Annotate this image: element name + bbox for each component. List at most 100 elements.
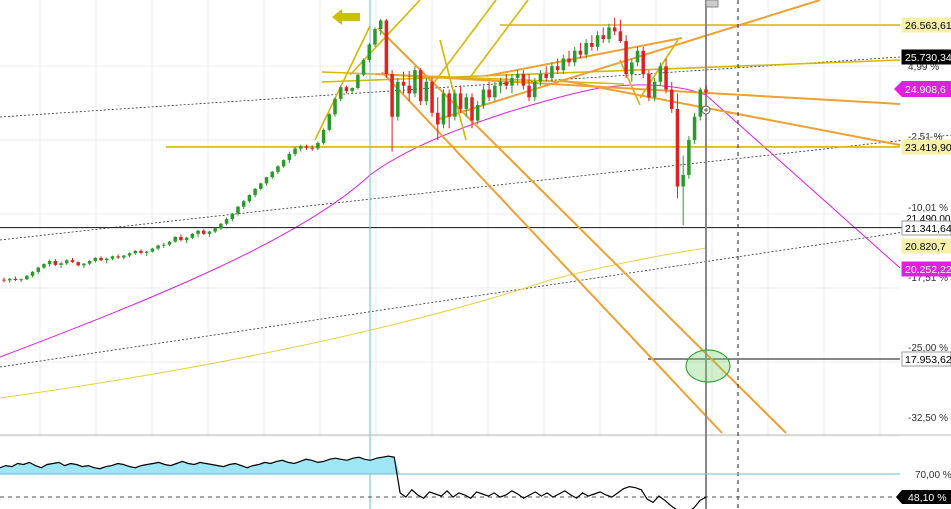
candle-body bbox=[30, 271, 35, 276]
candle-body bbox=[344, 87, 349, 92]
percent-tick-label: -2,51 % bbox=[908, 132, 943, 143]
trendline-yellow bbox=[429, 0, 497, 89]
candle-body bbox=[213, 228, 217, 232]
overlay-markers bbox=[332, 9, 731, 383]
candle-body bbox=[327, 114, 332, 130]
candle-body bbox=[236, 206, 240, 214]
trendline-orange bbox=[381, 71, 723, 434]
price-tag-label: 17.953,62 bbox=[905, 354, 951, 366]
candle-body bbox=[316, 143, 320, 149]
trendline-orange bbox=[485, 37, 683, 77]
candle-body bbox=[704, 89, 708, 93]
candle-body bbox=[299, 146, 303, 149]
candle-body bbox=[681, 174, 685, 187]
candle-body bbox=[13, 278, 18, 281]
candle-body bbox=[82, 263, 86, 266]
price-tag-label: 26.563,61 bbox=[905, 20, 951, 32]
trendline-yellow bbox=[619, 59, 641, 106]
candle-body bbox=[162, 244, 166, 246]
left-arrow-icon bbox=[332, 9, 360, 25]
candle-body bbox=[116, 256, 120, 258]
price-tag-label: 20.820,7 bbox=[905, 241, 946, 253]
candle-body bbox=[624, 41, 628, 75]
candle-body bbox=[190, 233, 195, 238]
candle-body bbox=[36, 267, 40, 272]
candle-body bbox=[555, 66, 560, 71]
candle-body bbox=[230, 213, 235, 220]
candle-body bbox=[652, 81, 657, 98]
candle-body bbox=[641, 50, 645, 75]
candle-body bbox=[533, 81, 537, 98]
candle-body bbox=[110, 256, 115, 259]
candle-body bbox=[281, 160, 286, 167]
candle-body bbox=[618, 31, 623, 42]
candle-body bbox=[572, 50, 577, 63]
candle-body bbox=[453, 93, 457, 117]
candle-body bbox=[253, 188, 257, 196]
channel-dotted-line bbox=[0, 224, 951, 368]
candle-body bbox=[584, 42, 588, 55]
candle-body bbox=[430, 81, 434, 113]
candle-body bbox=[407, 85, 411, 94]
candle-body bbox=[464, 97, 469, 109]
candle-body bbox=[487, 89, 491, 98]
candle-body bbox=[367, 44, 372, 61]
price-tag bbox=[901, 238, 951, 254]
candle-body bbox=[321, 129, 326, 144]
candle-body bbox=[544, 74, 548, 78]
percent-tick-label: -17,51 % bbox=[908, 273, 948, 284]
channel-dotted-line bbox=[0, 134, 951, 241]
candle-body bbox=[390, 74, 394, 117]
candle-body bbox=[65, 260, 69, 264]
candle-body bbox=[601, 35, 606, 40]
candle-body bbox=[127, 253, 132, 256]
oscillator-overbought-fill bbox=[0, 456, 706, 474]
candle-body bbox=[664, 66, 668, 90]
percent-tick-label: -10,01 % bbox=[908, 203, 948, 214]
candle-body bbox=[104, 258, 109, 261]
trendline-orange bbox=[559, 79, 901, 146]
price-tag-label: 21.341,64 bbox=[905, 223, 951, 235]
candle-body bbox=[70, 260, 75, 263]
candle-body bbox=[361, 60, 366, 75]
candle-body bbox=[150, 248, 155, 252]
candle-body bbox=[219, 223, 223, 229]
trendline-orange bbox=[377, 27, 787, 434]
candle-body bbox=[179, 236, 183, 241]
price-tag bbox=[901, 49, 951, 65]
trendline-yellow bbox=[314, 25, 371, 141]
candle-body bbox=[270, 171, 274, 178]
candle-body bbox=[436, 112, 440, 125]
crosshair-icon bbox=[704, 108, 708, 112]
candle-body bbox=[441, 93, 446, 125]
price-tag bbox=[901, 139, 951, 155]
trendline-orange bbox=[375, 73, 901, 105]
candle-body bbox=[373, 29, 377, 45]
candle-body bbox=[202, 230, 206, 234]
candle-body bbox=[401, 81, 406, 86]
candle-body bbox=[167, 241, 172, 245]
candle-body bbox=[144, 251, 149, 253]
price-tag-fragment: 21.490,00 bbox=[906, 214, 951, 225]
candle-body bbox=[139, 250, 143, 253]
candle-body bbox=[53, 260, 58, 265]
candle-body bbox=[470, 97, 474, 121]
candle-body bbox=[384, 20, 389, 75]
candle-body bbox=[378, 20, 383, 30]
price-axis: 21.490,00 4,99 % -2,51 % -10,01 % -17,51 % -2… bbox=[894, 17, 951, 504]
candle-body bbox=[692, 116, 697, 140]
oscillator-tick-label: 70,00 % bbox=[915, 470, 951, 481]
candle-body bbox=[635, 50, 640, 63]
chart-grid bbox=[0, 0, 951, 437]
candle-body bbox=[19, 279, 23, 281]
trendline-yellow bbox=[439, 39, 467, 141]
candle-body bbox=[413, 70, 417, 94]
candle-body bbox=[59, 263, 63, 265]
candle-body bbox=[93, 257, 98, 261]
percent-tick-label: 4,99 % bbox=[908, 62, 939, 73]
candle-body bbox=[647, 74, 651, 98]
candle-body bbox=[287, 153, 292, 161]
scroll-handle bbox=[705, 0, 719, 8]
candle-body bbox=[578, 50, 583, 55]
